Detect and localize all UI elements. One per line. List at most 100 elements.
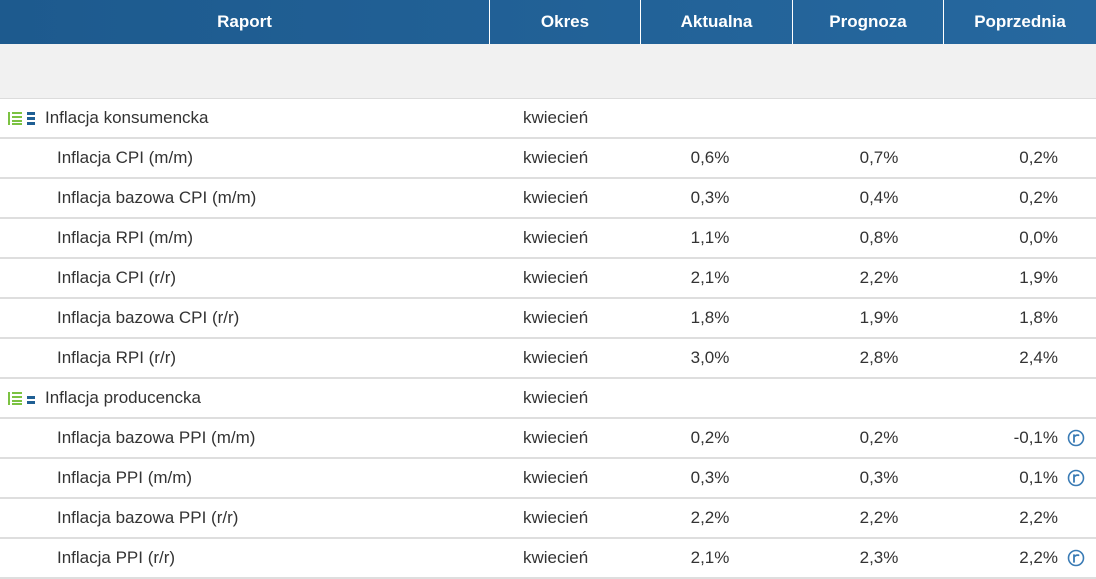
actual-value-cell: 1,8% (641, 308, 793, 328)
forecast-value-cell-value: 0,8% (859, 228, 899, 247)
previous-value: 1,8% (1019, 308, 1058, 327)
table-row[interactable]: Inflacja RPI (m/m) kwiecień 1,1% 0,8% 0,0% (0, 219, 1096, 259)
actual-value-cell: 0,3% (641, 468, 793, 488)
report-name: Inflacja RPI (r/r) (57, 348, 177, 367)
table-row[interactable]: Inflacja RPI (r/r) kwiecień 3,0% 2,8% 2,4% (0, 339, 1096, 379)
table-row[interactable]: Inflacja PPI (r/r) kwiecień 2,1% 2,3% 2,2% (0, 539, 1096, 579)
forecast-value-cell: 0,4% (793, 188, 944, 208)
group-row[interactable]: Inflacja konsumencka kwiecień (0, 99, 1096, 139)
group-label-cell: Inflacja konsumencka (0, 108, 490, 128)
forecast-value-cell-value: 2,2% (859, 508, 899, 527)
previous-value: 0,2% (1019, 148, 1058, 167)
actual-value-cell-value: 1,8% (690, 308, 730, 327)
header-forecast[interactable]: Prognoza (793, 0, 944, 44)
forecast-value-cell: 0,2% (793, 428, 944, 448)
actual-value-cell: 2,1% (641, 268, 793, 288)
table-row[interactable]: Inflacja bazowa PPI (m/m) kwiecień 0,2% 0,2… (0, 419, 1096, 459)
forecast-value-cell-value: 2,8% (859, 348, 899, 367)
forecast-value-cell: 2,2% (793, 508, 944, 528)
table-row[interactable]: Inflacja bazowa CPI (r/r) kwiecień 1,8% 1,9… (0, 299, 1096, 339)
actual-value-cell-value: 0,2% (690, 428, 730, 447)
group-label: Inflacja konsumencka (45, 108, 209, 127)
report-period: kwiecień (523, 308, 589, 327)
table-row[interactable]: Inflacja CPI (r/r) kwiecień 2,1% 2,2% 1,9% (0, 259, 1096, 299)
header-report[interactable]: Raport (0, 0, 490, 44)
header-spacer (0, 44, 1096, 99)
expand-list-icon[interactable] (8, 110, 36, 126)
table-body: Inflacja konsumencka kwiecień Inflacja CPI… (0, 99, 1096, 579)
forecast-value-cell-value: 0,4% (859, 188, 899, 207)
forecast-value-cell: 2,8% (793, 348, 944, 368)
actual-value-cell: 1,1% (641, 228, 793, 248)
table-row[interactable]: Inflacja bazowa CPI (m/m) kwiecień 0,3% 0,4… (0, 179, 1096, 219)
forecast-value-cell: 2,3% (793, 548, 944, 568)
actual-value-cell: 2,2% (641, 508, 793, 528)
report-name: Inflacja RPI (m/m) (57, 228, 194, 247)
previous-value: 2,4% (1019, 348, 1058, 367)
report-name: Inflacja CPI (r/r) (57, 268, 177, 287)
table-row[interactable]: Inflacja PPI (m/m) kwiecień 0,3% 0,3% 0,1% (0, 459, 1096, 499)
group-row[interactable]: Inflacja producencka kwiecień (0, 379, 1096, 419)
forecast-value-cell: 0,8% (793, 228, 944, 248)
actual-value-cell-value: 2,1% (690, 548, 730, 567)
report-name: Inflacja PPI (r/r) (57, 548, 176, 567)
report-period: kwiecień (523, 148, 589, 167)
revised-icon[interactable] (1067, 429, 1085, 447)
group-label: Inflacja producencka (45, 388, 201, 407)
actual-value-cell: 0,6% (641, 148, 793, 168)
previous-value: -0,1% (1013, 428, 1058, 447)
forecast-value-cell: 1,9% (793, 308, 944, 328)
forecast-value-cell-value: 0,2% (859, 428, 899, 447)
header-period[interactable]: Okres (490, 0, 641, 44)
forecast-value-cell: 0,3% (793, 468, 944, 488)
previous-value: 1,9% (1019, 268, 1058, 287)
report-period: kwiecień (523, 428, 589, 447)
actual-value-cell-value: 2,1% (690, 268, 730, 287)
forecast-value-cell-value: 0,3% (859, 468, 899, 487)
actual-value-cell: 3,0% (641, 348, 793, 368)
forecast-value-cell-value: 2,3% (859, 548, 899, 567)
actual-value-cell-value: 0,3% (690, 188, 730, 207)
report-name: Inflacja CPI (m/m) (57, 148, 194, 167)
actual-value-cell-value: 0,3% (690, 468, 730, 487)
report-name: Inflacja PPI (m/m) (57, 468, 193, 487)
header-actual[interactable]: Aktualna (641, 0, 793, 44)
group-period: kwiecień (523, 108, 589, 127)
actual-value-cell: 2,1% (641, 548, 793, 568)
report-name: Inflacja bazowa CPI (r/r) (57, 308, 240, 327)
actual-value-cell-value: 1,1% (690, 228, 730, 247)
actual-value-cell-value: 3,0% (690, 348, 730, 367)
actual-value-cell-value: 0,6% (690, 148, 730, 167)
report-period: kwiecień (523, 508, 589, 527)
revised-icon[interactable] (1067, 549, 1085, 567)
expand-list-icon[interactable] (8, 390, 36, 406)
report-period: kwiecień (523, 468, 589, 487)
table-header: Raport Okres Aktualna Prognoza Poprzedni… (0, 0, 1096, 44)
report-period: kwiecień (523, 348, 589, 367)
report-name: Inflacja bazowa PPI (r/r) (57, 508, 239, 527)
actual-value-cell-value: 2,2% (690, 508, 730, 527)
actual-value-cell: 0,3% (641, 188, 793, 208)
actual-value-cell: 0,2% (641, 428, 793, 448)
previous-value: 2,2% (1019, 548, 1058, 567)
forecast-value-cell-value: 2,2% (859, 268, 899, 287)
report-name: Inflacja bazowa PPI (m/m) (57, 428, 256, 447)
header-previous[interactable]: Poprzednia (974, 12, 1066, 31)
previous-value: 2,2% (1019, 508, 1058, 527)
group-period: kwiecień (523, 388, 589, 407)
report-period: kwiecień (523, 188, 589, 207)
forecast-value-cell-value: 0,7% (859, 148, 899, 167)
table-row[interactable]: Inflacja CPI (m/m) kwiecień 0,6% 0,7% 0,2% (0, 139, 1096, 179)
report-period: kwiecień (523, 548, 589, 567)
report-period: kwiecień (523, 268, 589, 287)
group-label-cell: Inflacja producencka (0, 388, 490, 408)
table-row[interactable]: Inflacja bazowa PPI (r/r) kwiecień 2,2% 2,2… (0, 499, 1096, 539)
forecast-value-cell: 0,7% (793, 148, 944, 168)
previous-value: 0,2% (1019, 188, 1058, 207)
previous-value: 0,0% (1019, 228, 1058, 247)
report-period: kwiecień (523, 228, 589, 247)
revised-icon[interactable] (1067, 469, 1085, 487)
report-name: Inflacja bazowa CPI (m/m) (57, 188, 257, 207)
forecast-value-cell-value: 1,9% (859, 308, 899, 327)
